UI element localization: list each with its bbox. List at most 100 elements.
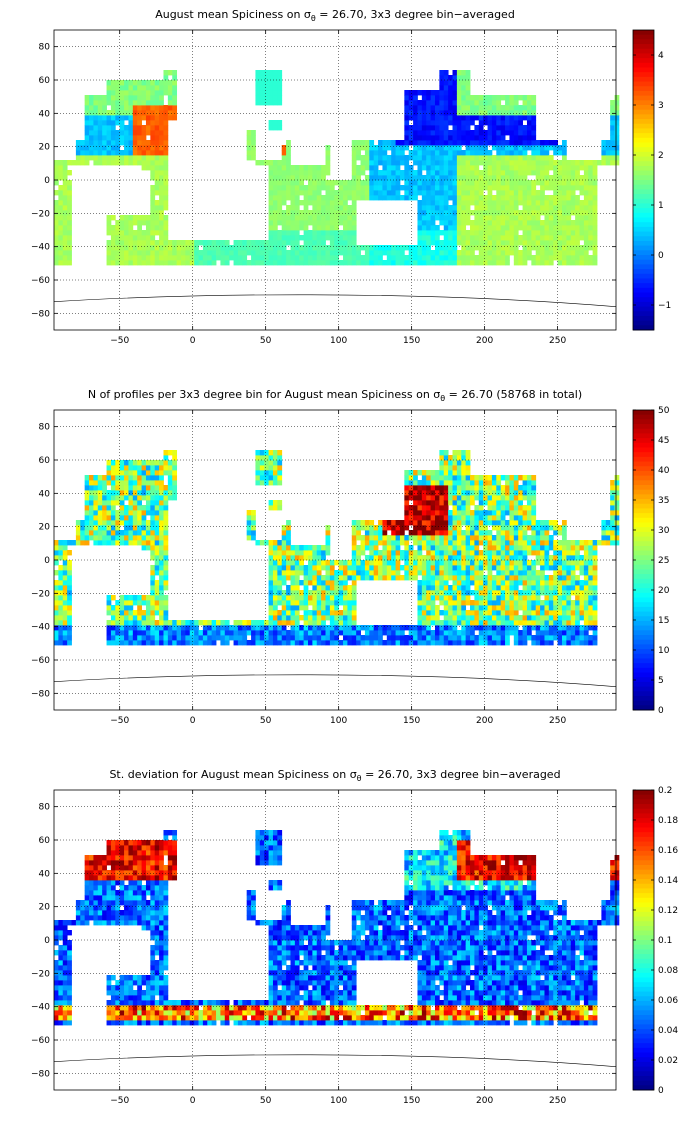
heatmap-cell — [106, 115, 112, 121]
heatmap-cell — [408, 180, 414, 186]
heatmap-cell — [115, 220, 121, 226]
heatmap-cell — [456, 170, 462, 176]
heatmap-cell — [421, 555, 427, 561]
heatmap-cell — [583, 250, 589, 256]
heatmap-cell — [93, 540, 99, 546]
heatmap-cell — [67, 215, 72, 221]
heatmap-cell — [97, 135, 103, 141]
heatmap-cell — [80, 530, 86, 536]
heatmap-cell — [452, 195, 458, 201]
heatmap-cell — [277, 100, 283, 106]
heatmap-cell — [277, 235, 283, 241]
heatmap-cell — [426, 600, 432, 606]
heatmap-cell — [487, 260, 493, 266]
heatmap-cell — [373, 560, 379, 566]
heatmap-cell — [115, 115, 121, 121]
heatmap-cell — [351, 520, 357, 526]
heatmap-cell — [303, 550, 309, 556]
heatmap-cell — [141, 95, 147, 101]
heatmap-cell — [58, 585, 64, 591]
heatmap-cell — [443, 470, 449, 476]
heatmap-cell — [176, 245, 182, 251]
heatmap-cell — [491, 100, 497, 106]
heatmap-cell — [491, 615, 497, 621]
heatmap-cell — [268, 245, 274, 251]
heatmap-cell — [124, 610, 129, 616]
heatmap-cell — [150, 175, 156, 181]
heatmap-cell — [268, 260, 274, 266]
heatmap-cell — [526, 220, 532, 226]
heatmap-cell — [167, 90, 173, 96]
heatmap-cell — [154, 460, 160, 466]
heatmap-cell — [496, 585, 502, 591]
heatmap-cell — [67, 595, 72, 601]
heatmap-cell — [509, 590, 515, 596]
heatmap-cell — [364, 555, 370, 561]
heatmap-cell — [513, 615, 519, 621]
heatmap-cell — [448, 625, 453, 631]
heatmap-cell — [299, 640, 305, 646]
heatmap-cell — [426, 555, 432, 561]
heatmap-cell — [531, 220, 537, 226]
heatmap-cell — [404, 480, 410, 486]
heatmap-cell — [102, 100, 107, 106]
heatmap-cell — [570, 255, 576, 261]
heatmap-cell — [163, 245, 169, 251]
heatmap-cell — [461, 255, 467, 261]
heatmap-cell — [561, 240, 567, 246]
heatmap-cell — [461, 225, 467, 231]
heatmap-cell — [159, 215, 164, 221]
heatmap-cell — [430, 105, 436, 111]
heatmap-cell — [347, 640, 353, 646]
heatmap-cell — [325, 535, 331, 541]
heatmap-cell — [378, 540, 383, 546]
heatmap-cell — [426, 105, 432, 111]
heatmap-cell — [150, 205, 156, 211]
heatmap-cell — [312, 550, 318, 556]
heatmap-cell — [62, 570, 68, 576]
heatmap-cell — [281, 240, 287, 246]
heatmap-cell — [496, 150, 502, 156]
heatmap-cell — [500, 540, 506, 546]
heatmap-cell — [110, 110, 116, 116]
heatmap-cell — [434, 260, 440, 266]
heatmap-cell — [443, 120, 449, 126]
heatmap-cell — [246, 150, 252, 156]
heatmap-cell — [448, 595, 453, 601]
heatmap-cell — [452, 75, 458, 81]
heatmap-cell — [159, 145, 164, 151]
heatmap-cell — [119, 635, 125, 641]
heatmap-cell — [386, 525, 392, 531]
heatmap-cell — [404, 555, 410, 561]
heatmap-cell — [360, 165, 366, 171]
heatmap-cell — [338, 245, 344, 251]
heatmap-cell — [540, 200, 545, 206]
heatmap-cell — [439, 160, 445, 166]
heatmap-cell — [281, 175, 287, 181]
heatmap-cell — [159, 230, 164, 236]
heatmap-cell — [470, 175, 475, 181]
heatmap-cell — [277, 545, 283, 551]
heatmap-cell — [500, 525, 506, 531]
heatmap-cell — [430, 230, 436, 236]
heatmap-cell — [84, 535, 90, 541]
heatmap-cell — [356, 180, 361, 186]
heatmap-cell — [128, 240, 134, 246]
heatmap-cell — [570, 200, 576, 206]
heatmap-cell — [329, 185, 335, 191]
heatmap-cell — [128, 255, 134, 261]
heatmap-cell — [224, 620, 230, 626]
heatmap-cell — [351, 565, 357, 571]
heatmap-cell — [500, 640, 506, 646]
heatmap-cell — [299, 550, 305, 556]
heatmap-cell — [259, 540, 265, 546]
heatmap-cell — [137, 85, 142, 91]
heatmap-cell — [421, 545, 427, 551]
heatmap-cell — [509, 490, 515, 496]
heatmap-cell — [373, 145, 379, 151]
heatmap-cell — [452, 495, 458, 501]
heatmap-cell — [84, 110, 90, 116]
heatmap-cell — [500, 555, 506, 561]
heatmap-cell — [159, 470, 164, 476]
heatmap-cell — [496, 570, 502, 576]
